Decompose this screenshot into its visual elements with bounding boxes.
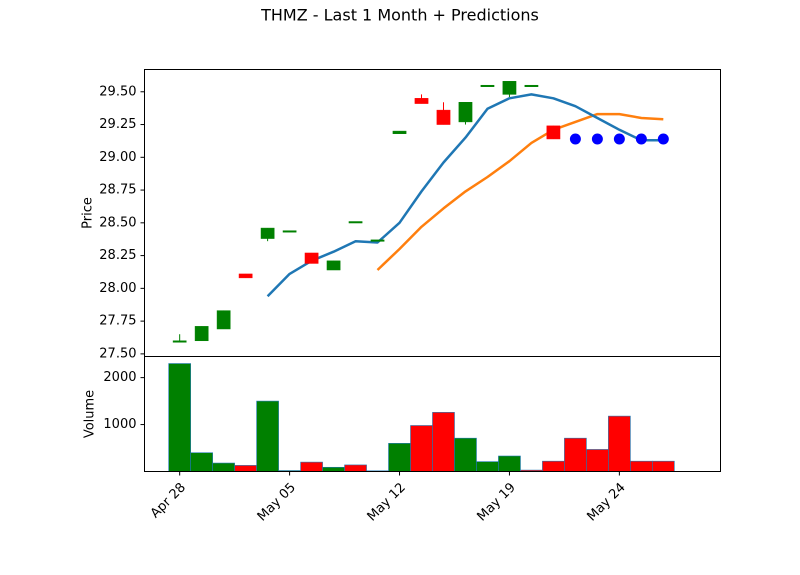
price-axis-label: Price	[81, 197, 96, 229]
volume-y-tick-label: 2000	[103, 370, 136, 385]
volume-bar	[586, 449, 609, 472]
price-y-tick-label: 28.00	[99, 281, 136, 296]
candle-body	[194, 326, 209, 342]
candle-body	[216, 310, 231, 330]
candle-body	[546, 125, 561, 140]
x-tick-label: May 24	[584, 480, 628, 524]
prediction-point	[613, 133, 625, 145]
x-tick-label: May 05	[255, 480, 299, 524]
volume-panel: 1000 2000 Volume	[83, 356, 721, 472]
candle-body	[458, 102, 473, 123]
candle-body	[282, 230, 297, 233]
price-y-tick-label: 27.50	[99, 346, 136, 361]
candle-body	[480, 84, 495, 87]
volume-bar	[564, 437, 587, 472]
candle-body	[238, 273, 253, 279]
x-tick-label: Apr 28	[148, 480, 189, 521]
volume-bar	[454, 437, 477, 472]
candle-body	[304, 252, 319, 264]
candle	[216, 310, 231, 330]
candle	[392, 130, 407, 134]
volume-bar	[432, 412, 455, 472]
volume-y-tick-label: 1000	[103, 417, 136, 432]
volume-bar-series	[168, 363, 675, 472]
candle	[238, 273, 253, 279]
volume-bar	[190, 452, 213, 472]
ma-short-series	[266, 93, 664, 298]
candle	[304, 252, 319, 264]
volume-bar	[652, 460, 675, 472]
volume-bar	[256, 400, 279, 472]
price-y-tick-label: 28.50	[99, 215, 136, 230]
volume-bar	[498, 455, 521, 472]
candle	[348, 221, 363, 224]
price-y-tick-label: 28.25	[99, 248, 136, 263]
prediction-series	[569, 133, 669, 145]
x-tick-label: May 12	[365, 480, 409, 524]
candle-body	[260, 227, 275, 239]
candle	[370, 239, 385, 242]
x-axis-ticks: Apr 28 May 05 May 12 May 19 May 24	[148, 471, 629, 524]
prediction-point	[569, 133, 581, 145]
candle	[282, 230, 297, 233]
candle	[436, 102, 451, 125]
volume-bar	[322, 466, 345, 472]
volume-bar	[476, 461, 499, 472]
volume-bar	[234, 465, 257, 472]
candle	[546, 125, 561, 140]
price-y-tick-label: 29.50	[99, 84, 136, 99]
price-y-tick-label: 28.75	[99, 183, 136, 198]
candle-body	[348, 221, 363, 224]
ma-short-line	[266, 93, 664, 298]
ma-long-line	[376, 112, 664, 271]
ma-long-series	[376, 112, 664, 271]
prediction-point	[635, 133, 647, 145]
candle	[194, 326, 209, 342]
candle-body	[392, 130, 407, 134]
x-tick-label: May 19	[475, 480, 519, 524]
candle	[172, 334, 187, 343]
volume-bar	[388, 443, 411, 472]
candle-body	[172, 340, 187, 343]
price-y-axis-ticks: 27.50 27.75 28.00 28.25 28.50 28.75 29.00 29.25…	[99, 84, 145, 361]
candle-body	[436, 109, 451, 125]
candle-body	[414, 98, 429, 104]
prediction-point	[657, 133, 669, 145]
volume-bar	[344, 464, 367, 472]
volume-axis-label: Volume	[83, 390, 98, 438]
candle	[414, 94, 429, 104]
candle	[458, 102, 473, 125]
price-y-tick-label: 29.00	[99, 150, 136, 165]
candlestick-series	[172, 81, 561, 343]
candle-body	[524, 84, 539, 87]
volume-bar	[168, 363, 191, 472]
prediction-point	[591, 133, 603, 145]
price-panel: 27.50 27.75 28.00 28.25 28.50 28.75 29.00 29.25…	[81, 69, 721, 361]
volume-bar	[608, 415, 631, 472]
candle	[502, 81, 517, 98]
candle-body	[502, 81, 517, 95]
chart-title: THMZ - Last 1 Month + Predictions	[260, 6, 539, 25]
volume-bar	[410, 425, 433, 472]
price-y-tick-label: 27.75	[99, 314, 136, 329]
candle-body	[326, 260, 341, 271]
price-plot-area	[144, 69, 721, 357]
candle	[524, 84, 539, 87]
volume-y-axis-ticks: 1000 2000	[103, 370, 145, 432]
candle	[260, 227, 275, 242]
volume-bar	[300, 461, 323, 472]
candle	[326, 260, 341, 271]
candle	[480, 84, 495, 87]
volume-plot-frame	[144, 356, 721, 472]
volume-bar	[542, 460, 565, 472]
volume-bar	[630, 460, 653, 472]
volume-bar	[212, 462, 235, 472]
candle-body	[370, 239, 385, 242]
price-y-tick-label: 29.25	[99, 117, 136, 132]
